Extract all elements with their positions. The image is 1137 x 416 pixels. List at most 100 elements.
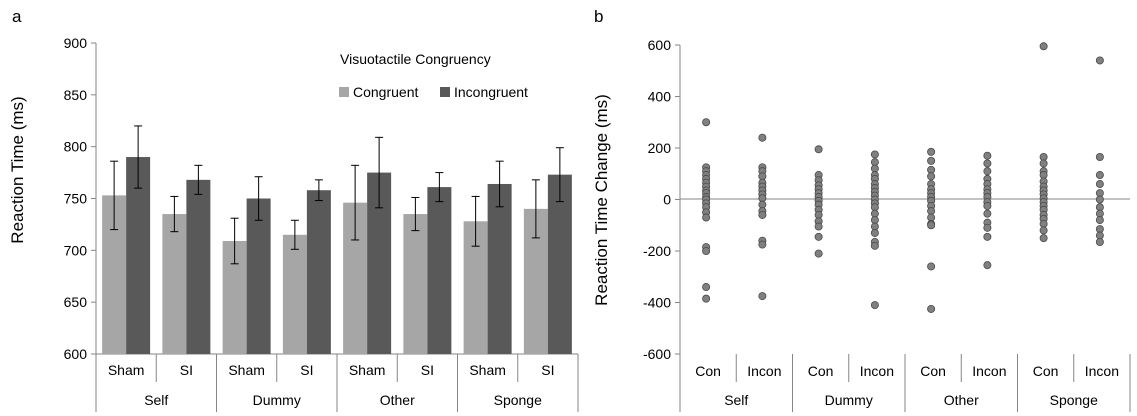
- data-point: [870, 228, 879, 237]
- data-point: [983, 209, 992, 218]
- data-point: [702, 246, 711, 255]
- y-axis-title-a: Reaction Time (ms): [8, 96, 27, 243]
- bar-congruent: [403, 214, 428, 354]
- bar-incongruent: [487, 183, 512, 354]
- bar-incongruent: [246, 198, 271, 354]
- x-tick-label-b: Con: [920, 363, 946, 379]
- bar-chart-panel-a: Reaction Time (ms) 600 650 700 750 800 850 900…: [8, 35, 579, 412]
- x-tick-label-b: Incon: [747, 363, 781, 379]
- data-point: [927, 262, 936, 271]
- data-point: [1095, 56, 1104, 65]
- x-group-label-b: Sponge: [1050, 392, 1098, 408]
- x-group-label-a: Sponge: [494, 392, 542, 408]
- x-tick-label-b: Con: [695, 363, 721, 379]
- bar-incongruent: [186, 179, 211, 354]
- x-tick-label-b: Incon: [1085, 363, 1119, 379]
- y-axis-title-b: Reaction Time Change (ms): [592, 94, 611, 306]
- y-tick-label-b: 0: [663, 192, 671, 208]
- y-tick-label-a: 600: [64, 346, 88, 362]
- y-tick-label-a: 700: [64, 242, 88, 258]
- data-point: [758, 240, 767, 249]
- legend-label-congruent: Congruent: [353, 84, 418, 100]
- data-point: [1095, 237, 1104, 246]
- y-tick-label-a: 900: [64, 35, 88, 51]
- y-tick-label-b: 200: [648, 140, 672, 156]
- y-tick-label-a: 750: [64, 191, 88, 207]
- data-point: [1095, 195, 1104, 204]
- y-tick-label-b: -600: [643, 346, 671, 362]
- data-point: [927, 221, 936, 230]
- x-tick-label-b: Con: [808, 363, 834, 379]
- x-tick-label-a: Sham: [228, 362, 265, 378]
- data-point: [927, 304, 936, 313]
- x-group-label-b: Self: [724, 392, 748, 408]
- data-point: [927, 147, 936, 156]
- x-tick-label-a: Sham: [469, 362, 506, 378]
- bar-incongruent: [306, 190, 331, 354]
- data-point: [1039, 226, 1048, 235]
- x-tick-label-b: Incon: [860, 363, 894, 379]
- data-point: [758, 292, 767, 301]
- bar-incongruent: [126, 157, 151, 354]
- data-point: [814, 232, 823, 241]
- x-group-label-a: Dummy: [253, 392, 301, 408]
- bar-congruent: [282, 234, 307, 354]
- data-point: [814, 249, 823, 258]
- data-point: [983, 261, 992, 270]
- y-tick-label-b: -200: [643, 243, 671, 259]
- data-point: [702, 294, 711, 303]
- data-point: [1039, 159, 1048, 168]
- data-point: [702, 118, 711, 127]
- data-point: [1039, 234, 1048, 243]
- bar-incongruent: [427, 187, 452, 354]
- data-point: [1095, 171, 1104, 180]
- data-point: [702, 213, 711, 222]
- y-tick-label-b: 600: [648, 37, 672, 53]
- y-tick-label-b: 400: [648, 89, 672, 105]
- y-tick-label-a: 800: [64, 139, 88, 155]
- y-tick-label-a: 850: [64, 87, 88, 103]
- data-point: [814, 145, 823, 154]
- data-point: [983, 151, 992, 160]
- legend-title: Visuotactile Congruency: [340, 51, 491, 67]
- data-point: [1039, 42, 1048, 51]
- data-point: [927, 172, 936, 181]
- x-group-label-b: Dummy: [825, 392, 873, 408]
- x-tick-label-a: Sham: [349, 362, 386, 378]
- data-point: [983, 223, 992, 232]
- legend-label-incongruent: Incongruent: [454, 84, 528, 100]
- x-tick-label-a: SI: [180, 362, 193, 378]
- data-point: [758, 210, 767, 219]
- legend-a: Visuotactile Congruency Congruent Incong…: [339, 51, 528, 100]
- data-point: [1095, 216, 1104, 225]
- x-group-label-b: Other: [944, 392, 979, 408]
- panel-label-a: a: [12, 7, 22, 26]
- data-point: [870, 150, 879, 159]
- x-tick-label-a: SI: [541, 362, 554, 378]
- x-group-label-a: Self: [144, 392, 168, 408]
- legend-swatch-incongruent: [440, 87, 450, 97]
- data-point: [814, 222, 823, 231]
- panel-label-b: b: [594, 7, 603, 26]
- x-tick-label-a: Sham: [108, 362, 145, 378]
- data-point: [702, 283, 711, 292]
- data-point: [983, 159, 992, 168]
- data-point: [983, 167, 992, 176]
- x-group-label-a: Other: [380, 392, 415, 408]
- data-point: [1095, 180, 1104, 189]
- bar-incongruent: [547, 174, 572, 354]
- data-point: [870, 301, 879, 310]
- bar-congruent: [162, 214, 187, 354]
- scatter-chart-panel-b: Reaction Time Change (ms) -600 -400 -200 0 2…: [592, 37, 1131, 412]
- legend-swatch-congruent: [339, 87, 349, 97]
- x-tick-label-b: Incon: [972, 363, 1006, 379]
- x-tick-label-a: SI: [421, 362, 434, 378]
- data-point: [758, 133, 767, 142]
- x-tick-label-a: SI: [300, 362, 313, 378]
- data-point: [870, 241, 879, 250]
- x-tick-label-b: Con: [1033, 363, 1059, 379]
- data-point: [983, 201, 992, 210]
- data-point: [1095, 153, 1104, 162]
- data-point: [983, 232, 992, 241]
